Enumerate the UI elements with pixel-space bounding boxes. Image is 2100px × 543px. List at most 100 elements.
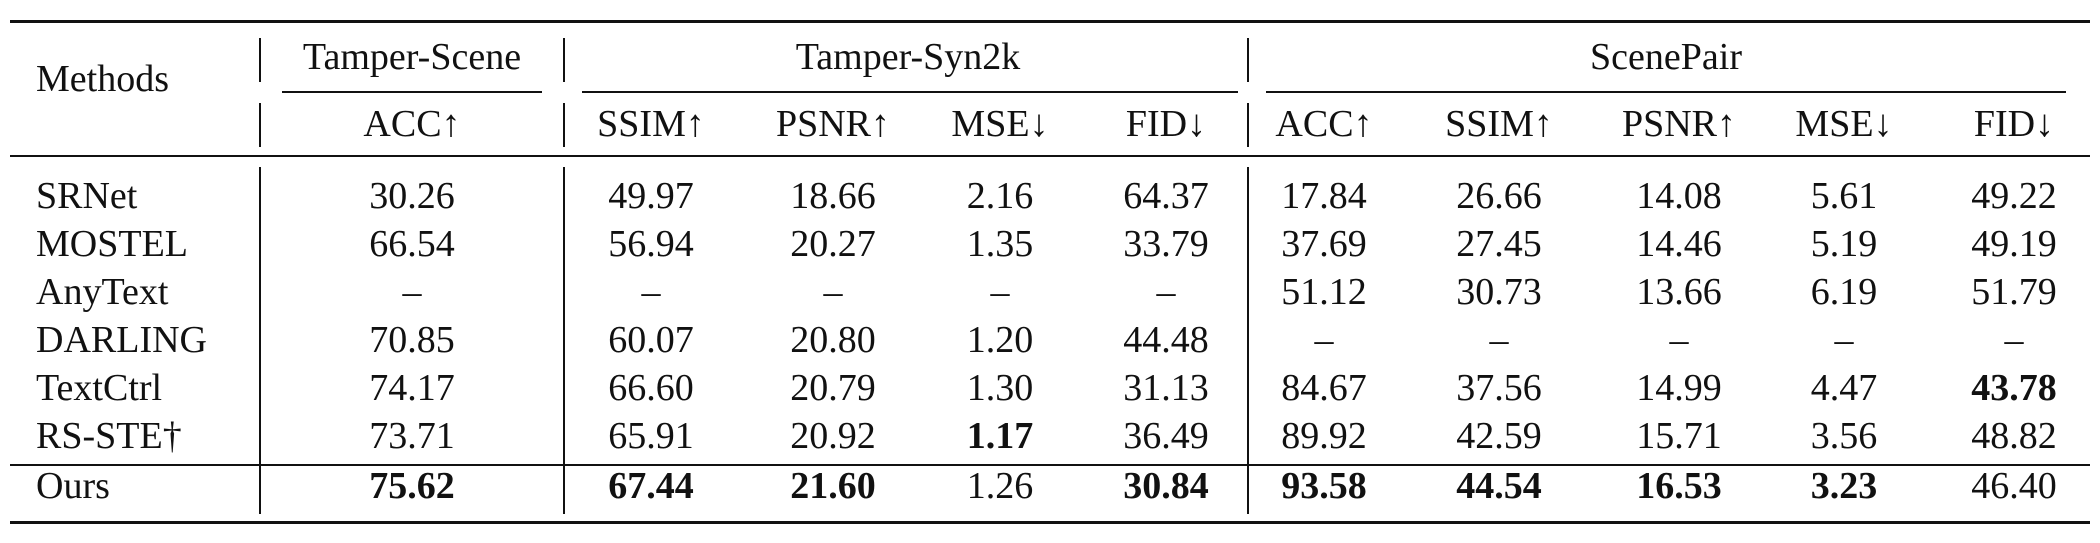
method-name: MOSTEL (36, 223, 188, 265)
method-name: DARLING (36, 319, 207, 361)
metric-header: MSE↓ (1795, 103, 1893, 145)
table-cell: 42.59 (1456, 415, 1542, 457)
table-cell: 43.78 (1971, 367, 2057, 409)
table-cell: 51.79 (1971, 271, 2057, 313)
table-cell: 67.44 (608, 465, 694, 507)
table-cell: 49.97 (608, 175, 694, 217)
table-cell: 1.30 (966, 367, 1034, 409)
bottom-rule (10, 521, 2090, 524)
table-cell: 74.17 (369, 367, 455, 409)
metric-header: SSIM↑ (597, 103, 705, 145)
scene-divider-header1 (563, 38, 565, 82)
tamper-syn2k-underline (582, 91, 1238, 93)
table-cell: 3.23 (1810, 465, 1878, 507)
table-cell: 30.73 (1456, 271, 1542, 313)
metric-header: PSNR↑ (775, 103, 891, 145)
table-cell: 1.26 (966, 465, 1034, 507)
table-cell: 66.54 (369, 223, 455, 265)
table-cell: – (402, 271, 422, 313)
methods-divider-body (259, 167, 261, 514)
table-cell: 60.07 (608, 319, 694, 361)
table-cell: 27.45 (1456, 223, 1542, 265)
syn2k-divider-header2 (1247, 103, 1249, 147)
table-cell: 6.19 (1810, 271, 1878, 313)
table-cell: 20.27 (790, 223, 876, 265)
table-cell: 73.71 (369, 415, 455, 457)
table-cell: 56.94 (608, 223, 694, 265)
group-header-tamper-syn2k: Tamper-Syn2k (795, 36, 1021, 78)
syn2k-divider-header1 (1247, 38, 1249, 82)
table-cell: – (1489, 319, 1509, 361)
header-bottom-rule (10, 155, 2090, 157)
syn2k-divider-body (1247, 167, 1249, 514)
method-name: RS-STE† (36, 415, 182, 457)
table-cell: 49.19 (1971, 223, 2057, 265)
metric-header: SSIM↑ (1445, 103, 1553, 145)
table-cell: 93.58 (1281, 465, 1367, 507)
metric-header: ACC↑ (1275, 103, 1373, 145)
table-cell: 14.08 (1636, 175, 1722, 217)
table-cell: 20.92 (790, 415, 876, 457)
group-header-scenepair: ScenePair (1590, 36, 1742, 78)
group-header-tamper-scene: Tamper-Scene (302, 36, 522, 78)
table-cell: 21.60 (790, 465, 876, 507)
table-cell: 51.12 (1281, 271, 1367, 313)
method-name: TextCtrl (36, 367, 163, 409)
table-cell: – (641, 271, 661, 313)
table-cell: 37.69 (1281, 223, 1367, 265)
metric-header: MSE↓ (951, 103, 1049, 145)
methods-header: Methods (36, 58, 169, 100)
table-cell: 33.79 (1123, 223, 1209, 265)
table-cell: 2.16 (966, 175, 1034, 217)
table-cell: 1.20 (966, 319, 1034, 361)
table-cell: – (1834, 319, 1854, 361)
scene-divider-body (563, 167, 565, 514)
table-cell: 44.48 (1123, 319, 1209, 361)
table-cell: 84.67 (1281, 367, 1367, 409)
metric-header: ACC↑ (363, 103, 461, 145)
table-cell: 14.99 (1636, 367, 1722, 409)
scenepair-underline (1266, 91, 2066, 93)
table-cell: 30.84 (1123, 465, 1209, 507)
metric-header: FID↓ (1973, 103, 2055, 145)
table-cell: 70.85 (369, 319, 455, 361)
table-cell: 17.84 (1281, 175, 1367, 217)
table-cell: 13.66 (1636, 271, 1722, 313)
table-cell: 89.92 (1281, 415, 1367, 457)
table-cell: 30.26 (369, 175, 455, 217)
tamper-scene-underline (282, 91, 542, 93)
table-cell: 5.61 (1810, 175, 1878, 217)
table-cell: – (2004, 319, 2024, 361)
table-cell: 1.17 (966, 415, 1034, 457)
method-name: SRNet (36, 175, 138, 217)
table-cell: 36.49 (1123, 415, 1209, 457)
table-cell: 64.37 (1123, 175, 1209, 217)
table-cell: – (1314, 319, 1334, 361)
table-cell: 18.66 (790, 175, 876, 217)
table-cell: 20.79 (790, 367, 876, 409)
table-cell: 3.56 (1810, 415, 1878, 457)
table-cell: 46.40 (1971, 465, 2057, 507)
table-cell: 1.35 (966, 223, 1034, 265)
table-cell: 4.47 (1810, 367, 1878, 409)
table-cell: 16.53 (1636, 465, 1722, 507)
metric-header: PSNR↑ (1621, 103, 1737, 145)
method-name: Ours (36, 465, 110, 507)
methods-divider-header1 (259, 38, 261, 82)
table-cell: 75.62 (369, 465, 455, 507)
methods-divider-header2 (259, 103, 261, 147)
scene-divider-header2 (563, 103, 565, 147)
table-cell: 37.56 (1456, 367, 1542, 409)
metric-header: FID↓ (1125, 103, 1207, 145)
table-cell: 26.66 (1456, 175, 1542, 217)
ours-separator-rule (10, 464, 2090, 466)
table-cell: 15.71 (1636, 415, 1722, 457)
method-name: AnyText (36, 271, 169, 313)
table-cell: 31.13 (1123, 367, 1209, 409)
table-cell: 49.22 (1971, 175, 2057, 217)
table-cell: 65.91 (608, 415, 694, 457)
table-cell: 20.80 (790, 319, 876, 361)
table-cell: – (1669, 319, 1689, 361)
table-cell: – (990, 271, 1010, 313)
